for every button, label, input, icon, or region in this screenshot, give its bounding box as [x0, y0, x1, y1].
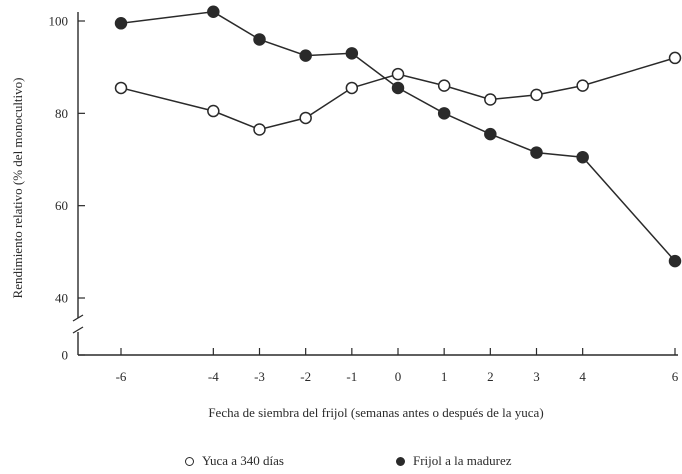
- data-point-frijol: [253, 33, 266, 46]
- data-point-yuca: [345, 81, 359, 95]
- data-point-yuca: [114, 81, 128, 95]
- data-point-yuca: [668, 51, 682, 65]
- series-layer: [114, 5, 682, 268]
- series-yuca: [114, 51, 682, 136]
- data-point-frijol: [484, 127, 497, 141]
- data-point-frijol: [207, 5, 220, 19]
- y-tick-label: 100: [49, 14, 69, 29]
- x-tick-label: -6: [116, 369, 127, 384]
- data-point-frijol: [668, 254, 682, 268]
- legend-label-frijol: Frijol a la madurez: [413, 453, 512, 468]
- data-point-frijol: [437, 107, 451, 120]
- data-point-yuca: [253, 123, 266, 136]
- x-axis-title: Fecha de siembra del frijol (semanas ant…: [208, 405, 543, 420]
- axis-break-mark: [72, 314, 84, 322]
- x-tick-label: 1: [441, 369, 448, 384]
- data-point-yuca: [530, 88, 543, 102]
- y-tick-label: 0: [62, 348, 69, 363]
- data-point-yuca: [207, 104, 220, 118]
- ticks: 0 40 60 80 100 -6 -4 -3 -2 -1 0 1 2 3 4 6: [49, 14, 679, 385]
- legend-item-frijol: Frijol a la madurez: [396, 453, 512, 469]
- x-tick-label: -3: [254, 369, 265, 384]
- legend-label-yuca: Yuca a 340 días: [202, 453, 284, 468]
- legend: Yuca a 340 días Frijol a la madurez: [0, 453, 682, 473]
- data-point-frijol: [391, 81, 405, 95]
- data-point-frijol: [530, 146, 543, 159]
- data-point-frijol: [345, 47, 359, 60]
- legend-item-yuca: Yuca a 340 días: [185, 453, 284, 469]
- y-tick-label: 40: [55, 291, 68, 306]
- series-line-frijol: [120, 11, 676, 262]
- x-tick-label: -4: [208, 369, 219, 384]
- data-point-frijol: [576, 150, 589, 164]
- y-tick-label: 60: [55, 198, 68, 213]
- x-tick-label: 4: [579, 369, 586, 384]
- data-point-yuca: [484, 93, 497, 106]
- open-circle-icon: [185, 456, 194, 466]
- x-tick-label: 3: [533, 369, 540, 384]
- y-tick-label: 80: [55, 106, 68, 121]
- y-axis-title: Rendimiento relativo (% del monocultivo): [10, 78, 25, 299]
- x-tick-label: 0: [395, 369, 402, 384]
- data-point-yuca: [299, 111, 312, 125]
- x-tick-label: 6: [672, 369, 679, 384]
- axes: [72, 12, 678, 356]
- x-tick-label: 2: [487, 369, 494, 384]
- data-point-frijol: [299, 49, 312, 62]
- data-point-yuca: [576, 79, 589, 92]
- data-point-yuca: [437, 79, 451, 92]
- filled-circle-icon: [396, 456, 405, 466]
- data-point-yuca: [391, 67, 405, 81]
- axis-break-mark: [72, 326, 84, 334]
- data-point-frijol: [114, 17, 128, 30]
- series-frijol: [114, 5, 682, 268]
- x-tick-label: -1: [346, 369, 357, 384]
- x-tick-label: -2: [300, 369, 311, 384]
